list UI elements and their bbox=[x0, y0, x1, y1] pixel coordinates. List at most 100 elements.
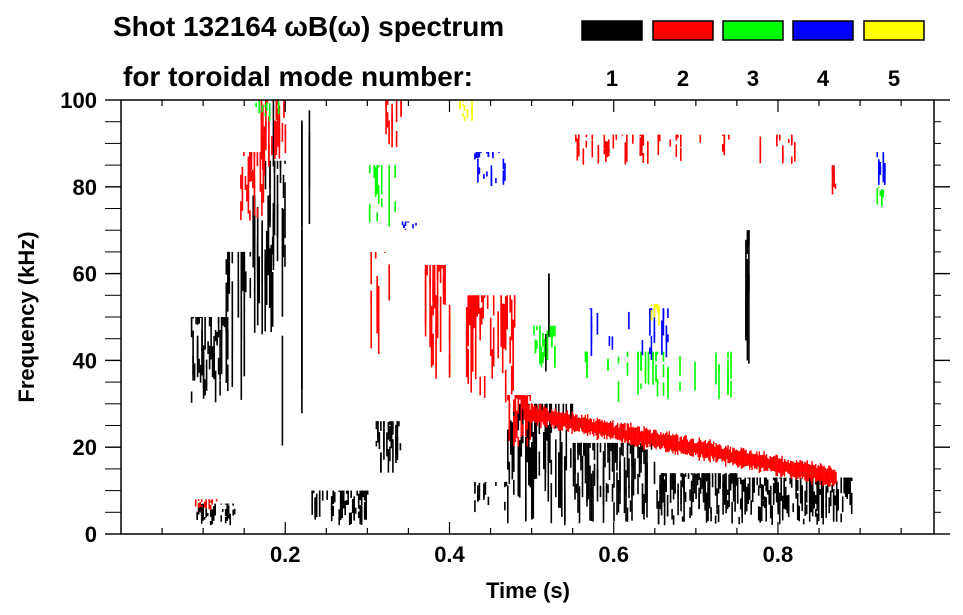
spectrum-mark-mode-1 bbox=[687, 473, 690, 479]
spectrum-mark-mode-2 bbox=[621, 134, 624, 136]
spectrum-mark-mode-1 bbox=[345, 500, 348, 505]
spectrum-mark-mode-2 bbox=[529, 395, 532, 401]
spectrum-mark-mode-1 bbox=[253, 287, 256, 333]
spectrum-mark-mode-2 bbox=[438, 264, 440, 272]
spectrum-band-mode-2 bbox=[602, 422, 604, 436]
spectrum-mark-mode-1 bbox=[799, 477, 802, 504]
spectrum-mark-mode-1 bbox=[837, 489, 839, 511]
spectrum-band-mode-2 bbox=[672, 433, 674, 454]
spectrum-mark-mode-2 bbox=[578, 134, 580, 139]
spectrum-band-mode-2 bbox=[668, 431, 670, 452]
spectrum-band-mode-2 bbox=[559, 412, 561, 431]
spectrum-band-mode-2 bbox=[573, 416, 576, 433]
spectrum-mark-mode-1 bbox=[265, 230, 268, 305]
spectrum-band-mode-2 bbox=[817, 465, 819, 481]
spectrum-mark-mode-1 bbox=[196, 317, 199, 325]
spectrum-mark-mode-1 bbox=[474, 481, 476, 494]
spectrum-mark-mode-1 bbox=[681, 516, 684, 522]
spectrum-mark-mode-1 bbox=[607, 484, 609, 494]
spectrum-mark-mode-1 bbox=[705, 495, 708, 523]
spectrum-mark-mode-1 bbox=[326, 490, 328, 500]
spectrum-mark-mode-5 bbox=[658, 309, 660, 318]
spectrum-mark-mode-3 bbox=[662, 351, 665, 362]
spectrum-mark-mode-2 bbox=[271, 136, 273, 155]
spectrum-mark-mode-2 bbox=[370, 251, 372, 285]
spectrum-band-mode-2 bbox=[636, 427, 638, 447]
spectrum-mark-mode-1 bbox=[342, 492, 345, 509]
spectrum-band-mode-2 bbox=[715, 443, 717, 463]
spectrum-band-mode-2 bbox=[583, 417, 585, 434]
spectrum-mark-mode-1 bbox=[581, 455, 584, 498]
spectrum-mark-mode-1 bbox=[780, 491, 782, 501]
spectrum-mark-mode-1 bbox=[204, 379, 206, 396]
spectrum-mark-mode-1 bbox=[844, 489, 847, 497]
legend-swatch-mode-3 bbox=[722, 20, 784, 41]
spectrum-mark-mode-1 bbox=[196, 513, 198, 520]
y-tick-label: 40 bbox=[73, 348, 97, 373]
spectrum-mark-mode-1 bbox=[768, 490, 770, 505]
spectrum-mark-mode-1 bbox=[811, 487, 814, 517]
spectrum-mark-mode-3 bbox=[656, 378, 659, 397]
spectrum-mark-mode-4 bbox=[502, 158, 505, 170]
spectrum-mark-mode-2 bbox=[605, 141, 607, 161]
spectrum-mark-mode-4 bbox=[611, 336, 614, 350]
spectrum-band-mode-2 bbox=[813, 465, 816, 478]
spectrum-mark-mode-1 bbox=[822, 477, 824, 502]
spectrum-band-mode-2 bbox=[584, 414, 586, 433]
spectrum-band-mode-2 bbox=[811, 460, 813, 485]
spectrum-mark-mode-1 bbox=[586, 442, 588, 456]
spectrum-mark-mode-1 bbox=[705, 473, 708, 482]
spectrum-mark-mode-1 bbox=[746, 259, 749, 361]
spectrum-mark-mode-2 bbox=[473, 295, 475, 329]
spectrum-mark-mode-1 bbox=[572, 442, 575, 487]
spectrum-mark-mode-1 bbox=[216, 331, 218, 344]
spectrum-mark-mode-2 bbox=[831, 184, 834, 195]
spectrum-mark-mode-1 bbox=[822, 499, 824, 525]
spectrum-mark-mode-1 bbox=[669, 480, 672, 503]
spectrum-mark-mode-1 bbox=[526, 407, 529, 463]
spectrum-mark-mode-1 bbox=[565, 429, 568, 471]
spectrum-mark-mode-1 bbox=[759, 507, 761, 523]
spectrum-mark-mode-3 bbox=[539, 325, 541, 334]
spectrum-band-mode-2 bbox=[605, 422, 607, 435]
spectrum-mark-mode-3 bbox=[881, 189, 883, 197]
spectrum-mark-mode-1 bbox=[663, 473, 666, 477]
spectrum-band-mode-2 bbox=[735, 449, 738, 466]
spectrum-mark-mode-1 bbox=[311, 490, 313, 494]
spectrum-mark-mode-1 bbox=[555, 439, 557, 498]
spectrum-mark-mode-1 bbox=[801, 485, 803, 492]
spectrum-mark-mode-1 bbox=[748, 273, 750, 364]
spectrum-band-mode-2 bbox=[822, 466, 824, 487]
spectrum-band-mode-2 bbox=[733, 448, 735, 464]
spectrum-mark-mode-3 bbox=[540, 346, 543, 367]
spectrum-mark-mode-3 bbox=[374, 179, 377, 194]
spectrum-band-mode-2 bbox=[744, 450, 746, 467]
spectrum-mark-mode-1 bbox=[356, 490, 358, 496]
spectrum-mark-mode-2 bbox=[432, 333, 434, 366]
spectrum-band-mode-2 bbox=[710, 443, 712, 456]
spectrum-mark-mode-2 bbox=[603, 134, 606, 149]
spectrum-mark-mode-1 bbox=[748, 230, 750, 246]
spectrum-mark-mode-1 bbox=[578, 442, 581, 456]
spectrum-mark-mode-1 bbox=[332, 490, 334, 504]
spectrum-mark-mode-1 bbox=[357, 493, 360, 501]
spectrum-mark-mode-1 bbox=[558, 403, 560, 414]
spectrum-mark-mode-1 bbox=[237, 251, 240, 318]
spectrum-mark-mode-1 bbox=[192, 330, 194, 381]
spectrum-mark-mode-1 bbox=[383, 421, 385, 450]
spectrum-mark-mode-2 bbox=[659, 134, 661, 142]
spectrum-band-mode-2 bbox=[739, 450, 741, 466]
spectrum-band-mode-2 bbox=[691, 438, 693, 457]
spectrum-mark-mode-1 bbox=[587, 452, 590, 480]
spectrum-mark-mode-4 bbox=[884, 163, 886, 174]
spectrum-band-mode-2 bbox=[779, 458, 781, 474]
spectrum-band-mode-2 bbox=[683, 437, 685, 455]
spectrum-mark-mode-1 bbox=[519, 440, 521, 498]
spectrum-mark-mode-1 bbox=[206, 512, 209, 517]
spectrum-mark-mode-2 bbox=[642, 140, 645, 146]
spectrum-mark-mode-1 bbox=[211, 346, 214, 378]
spectrum-mark-mode-1 bbox=[626, 507, 629, 522]
spectrum-mark-mode-1 bbox=[804, 490, 806, 516]
spectrum-mark-mode-1 bbox=[531, 483, 533, 518]
spectrum-mark-mode-1 bbox=[613, 502, 615, 522]
